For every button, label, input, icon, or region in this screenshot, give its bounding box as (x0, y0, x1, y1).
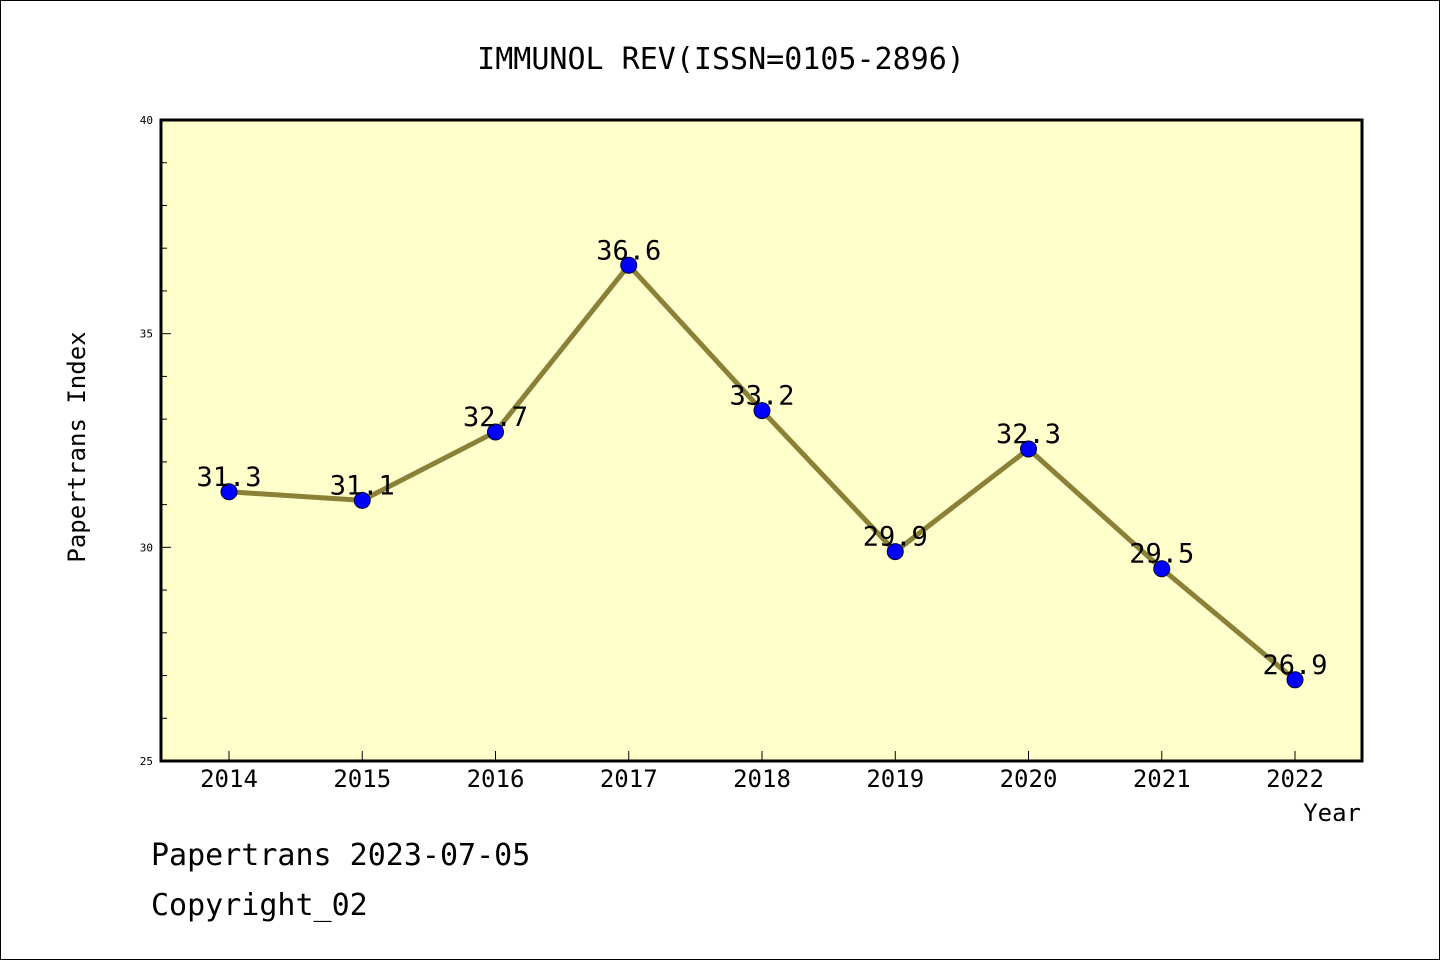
data-point (220, 483, 238, 501)
data-point (620, 256, 638, 274)
data-label: 36.6 (596, 235, 661, 266)
x-tick-label: 2019 (866, 765, 924, 793)
data-point (1020, 440, 1037, 458)
x-tick-label: 2017 (600, 765, 658, 793)
x-tick-label: 2015 (333, 765, 391, 793)
x-tick-label: 2022 (1266, 765, 1324, 793)
y-tick-label: 40 (140, 114, 153, 127)
x-axis: 2014 2015 2016 2017 2018 2019 2020 2021 2022 (200, 751, 1324, 793)
data-label: 29.5 (1129, 539, 1194, 570)
data-point (1153, 560, 1171, 578)
data-point (1286, 671, 1304, 689)
data-label: 29.9 (863, 522, 928, 553)
y-tick-label: 30 (140, 541, 153, 554)
data-label: 32.7 (463, 402, 528, 433)
footer-copyright: Copyright_02 (151, 888, 368, 923)
x-tick-label: 2016 (467, 765, 525, 793)
data-point (487, 423, 504, 441)
data-label: 31.1 (330, 470, 395, 501)
y-tick-label: 25 (140, 755, 153, 768)
data-label: 33.2 (729, 381, 794, 412)
data-points (220, 256, 1304, 689)
chart-title: IMMUNOL REV(ISSN=0105-2896) (477, 42, 965, 77)
x-tick-label: 2018 (733, 765, 791, 793)
x-tick-label: 2020 (1000, 765, 1058, 793)
data-point (886, 543, 904, 561)
data-label: 32.3 (996, 419, 1061, 450)
footer-date: Papertrans 2023-07-05 (151, 838, 530, 873)
x-tick-label: 2021 (1133, 765, 1191, 793)
data-labels: 31.3 31.1 32.7 36.6 33.2 29.9 32.3 29.5 26.9 (196, 235, 1327, 681)
y-tick-label: 35 (140, 328, 153, 341)
plot-area (159, 118, 1364, 763)
data-point (353, 491, 371, 509)
data-point (753, 402, 771, 420)
y-axis: 25 30 35 40 (140, 114, 171, 768)
data-label: 31.3 (196, 462, 261, 493)
x-axis-label: Year (1303, 799, 1361, 827)
data-label: 26.9 (1262, 650, 1327, 681)
y-axis-label: Papertrans Index (63, 331, 91, 562)
x-tick-label: 2014 (200, 765, 258, 793)
